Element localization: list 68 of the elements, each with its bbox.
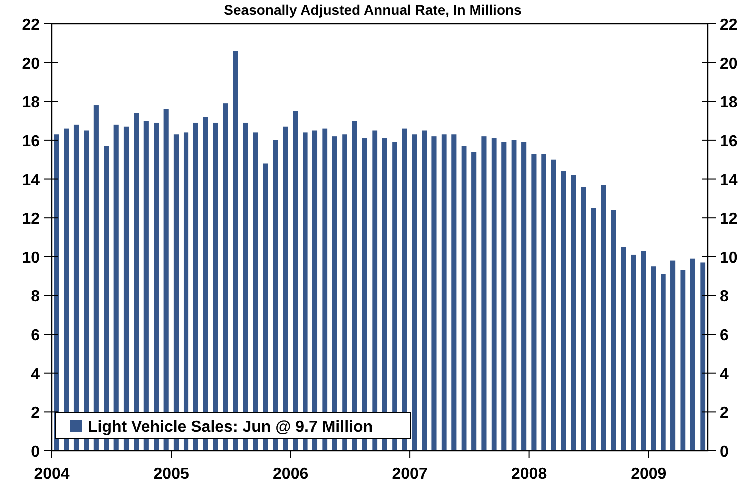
bar (472, 152, 477, 451)
bar (581, 187, 586, 451)
y2-tick-label: 14 (720, 172, 738, 190)
x-tick-label: 2007 (392, 466, 428, 483)
bar (661, 274, 666, 451)
bar (84, 130, 90, 451)
bar (621, 247, 626, 451)
bar (462, 146, 467, 451)
x-tick-label: 2008 (512, 466, 548, 483)
bar (482, 136, 487, 451)
bar (532, 154, 537, 451)
bar (512, 140, 517, 451)
y-tick-label: 10 (22, 250, 40, 267)
bar (561, 172, 566, 451)
bar (74, 124, 80, 451)
y2-tick-label: 4 (720, 366, 729, 384)
y-tick-label: 2 (31, 405, 40, 422)
bar (452, 134, 457, 451)
y2-tick-label: 6 (720, 328, 729, 345)
bar (412, 134, 418, 451)
y2-tick-label: 16 (720, 133, 738, 150)
y-tick-label: 6 (31, 328, 40, 345)
x-tick-label: 2004 (34, 466, 70, 483)
bar (700, 262, 706, 451)
y2-tick-label: 22 (720, 17, 738, 34)
bar (442, 134, 447, 451)
bar (670, 260, 676, 451)
y-tick-label: 16 (22, 133, 40, 150)
y-tick-label: 20 (22, 56, 40, 73)
y2-tick-label: 18 (720, 94, 738, 112)
y-tick-label: 18 (22, 94, 40, 112)
bar (502, 142, 507, 451)
bar (690, 258, 696, 451)
bar (641, 251, 646, 451)
y2-tick-label: 0 (720, 444, 729, 461)
y-tick-label: 14 (22, 172, 40, 190)
x-tick-label: 2006 (273, 466, 309, 483)
x-tick-label: 2005 (154, 466, 190, 483)
bar (422, 130, 428, 451)
bar (542, 154, 546, 451)
legend-label: Light Vehicle Sales: Jun @ 9.7 Million (88, 419, 373, 436)
bar (601, 185, 606, 451)
bar (492, 138, 497, 451)
bar (551, 160, 556, 451)
y2-tick-label: 8 (720, 288, 729, 306)
bar (680, 270, 686, 451)
chart-title: Seasonally Adjusted Annual Rate, In Millions (224, 2, 522, 18)
bar (611, 210, 616, 451)
y-tick-label: 12 (22, 211, 40, 228)
bar (54, 134, 60, 451)
bar (522, 142, 527, 451)
bar (651, 266, 656, 451)
y2-tick-label: 2 (720, 405, 729, 422)
bar (631, 254, 636, 451)
y2-tick-label: 10 (720, 250, 738, 267)
bar (432, 136, 437, 451)
x-tick-label: 2009 (631, 466, 667, 483)
bar (382, 138, 388, 451)
y-tick-label: 0 (31, 444, 40, 461)
bar (392, 142, 398, 451)
bar (372, 130, 378, 451)
y-tick-label: 4 (31, 366, 40, 384)
y-tick-label: 8 (31, 288, 40, 306)
y-tick-label: 22 (22, 17, 40, 34)
y2-tick-label: 20 (720, 56, 738, 73)
bar (571, 175, 576, 451)
y2-tick-label: 12 (720, 211, 738, 228)
bar (591, 208, 596, 451)
